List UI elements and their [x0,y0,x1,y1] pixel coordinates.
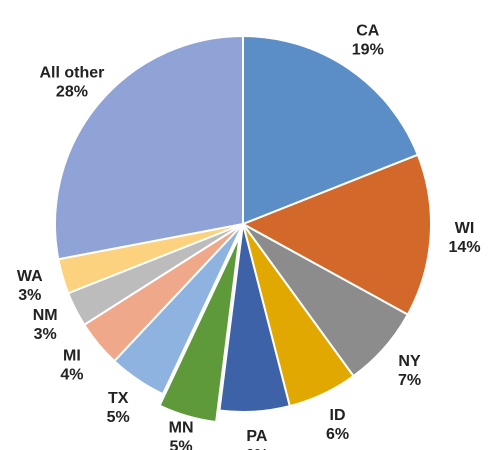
slice-label: PA [246,428,267,445]
slice-value: 5% [107,409,130,426]
slice-label: WA [17,268,43,285]
slice-value: 4% [60,367,83,384]
pie-slice [54,34,244,261]
pie-slice [242,34,420,226]
slice-value: 3% [18,287,41,304]
slice-value: 28% [56,84,88,101]
pie-slice [158,235,241,424]
slice-label: ID [330,407,346,424]
pie-slice [218,223,291,413]
slice-value: 6% [326,426,349,443]
slice-label: CA [356,23,380,40]
slice-value: 19% [352,42,384,59]
slice-value: 5% [170,438,193,450]
slice-value: 3% [34,326,57,343]
slice-label: WI [455,220,475,237]
slice-label: All other [40,65,105,82]
slice-value: 6% [245,447,268,450]
slice-value: 14% [449,239,481,256]
slice-label: NM [33,307,58,324]
slice-value: 7% [398,372,421,389]
slice-label: MI [63,348,81,365]
pie-slice [240,153,432,316]
slice-label: MN [169,419,194,436]
slice-label: TX [108,390,129,407]
slice-label: NY [398,353,421,370]
